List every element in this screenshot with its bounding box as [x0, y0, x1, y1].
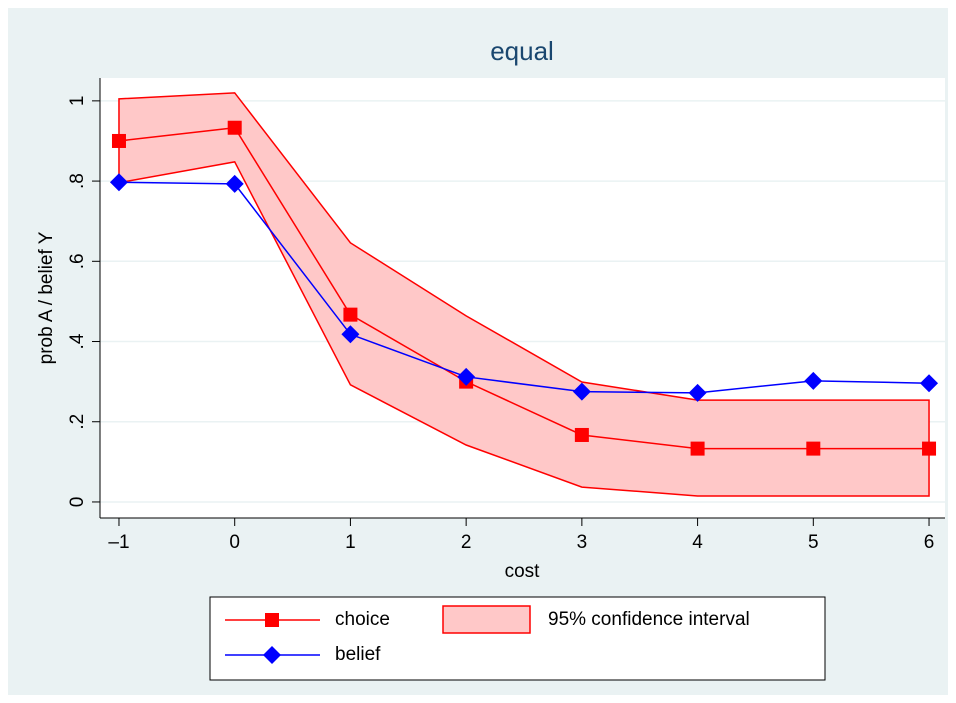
- x-tick-label: 2: [461, 532, 472, 553]
- data-point: [111, 133, 126, 148]
- y-tick-label: .4: [67, 333, 88, 349]
- data-point: [688, 383, 707, 402]
- x-tick-label: 4: [692, 532, 703, 553]
- x-tick-label: 0: [229, 532, 240, 553]
- y-tick-label: .6: [67, 253, 88, 269]
- data-point: [109, 173, 128, 192]
- legend-label: belief: [335, 644, 381, 665]
- data-point: [227, 120, 242, 135]
- data-point: [457, 367, 476, 386]
- legend-marker: [265, 613, 279, 627]
- y-tick-label: 1: [67, 96, 88, 107]
- legend-marker: [263, 646, 281, 664]
- x-tick-label: 5: [808, 532, 819, 553]
- series-line: [118, 126, 930, 450]
- y-tick-label: 0: [67, 497, 88, 508]
- data-point: [922, 441, 937, 456]
- x-tick-label: –1: [108, 532, 129, 553]
- legend-label: 95% confidence interval: [548, 609, 750, 630]
- data-point: [574, 427, 589, 442]
- y-axis-label: prob A / belief Y: [36, 231, 57, 364]
- chart-title: equal: [490, 36, 554, 66]
- legend-swatch: [442, 605, 531, 634]
- data-point: [225, 174, 244, 193]
- x-tick-label: 3: [577, 532, 588, 553]
- confidence-band: [118, 92, 930, 497]
- data-point: [920, 374, 939, 393]
- y-tick-label: .8: [67, 173, 88, 189]
- data-point: [343, 307, 358, 322]
- x-axis-label: cost: [505, 561, 541, 582]
- data-point: [690, 441, 705, 456]
- y-tick-label: .2: [67, 414, 88, 430]
- legend-label: choice: [335, 609, 390, 630]
- x-tick-label: 1: [345, 532, 356, 553]
- data-point: [572, 382, 591, 401]
- data-point: [341, 325, 360, 344]
- x-tick-label: 6: [924, 532, 935, 553]
- data-point: [804, 371, 823, 390]
- series-line: [118, 181, 930, 394]
- data-point: [806, 441, 821, 456]
